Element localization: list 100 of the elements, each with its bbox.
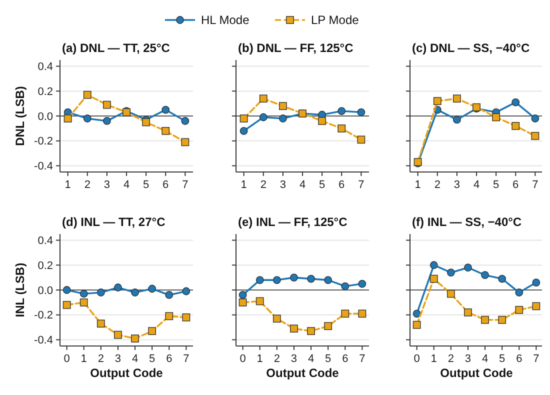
point (464, 264, 472, 272)
point (256, 276, 264, 284)
x-tick-label: 4 (482, 353, 488, 365)
point (240, 126, 248, 135)
x-tick-label: 6 (342, 353, 348, 365)
point (515, 306, 524, 314)
x-tick-label: 2 (260, 179, 266, 191)
x-tick-label: 5 (492, 179, 500, 191)
y-tick-label: 0.2 (38, 260, 53, 272)
x-tick-label: 2 (448, 353, 454, 365)
point (148, 327, 156, 336)
point (515, 288, 524, 296)
y-tick-label: -0.2 (34, 310, 53, 322)
x-tick-label: 1 (414, 179, 421, 191)
point (238, 291, 247, 299)
point (272, 314, 281, 323)
point (358, 310, 366, 318)
x-tick-label: 2 (434, 179, 440, 191)
point (114, 330, 122, 339)
x-tick-label: 3 (114, 353, 122, 365)
x-tick-label: 0 (414, 353, 420, 365)
point (131, 288, 139, 296)
point (259, 94, 268, 103)
x-tick-label: 4 (308, 353, 314, 365)
point (324, 322, 332, 330)
point (341, 282, 350, 290)
point (238, 298, 247, 306)
point (512, 98, 520, 106)
point (307, 327, 315, 336)
x-tick-label: 6 (516, 353, 522, 365)
point (481, 271, 489, 280)
point (256, 297, 264, 306)
x-axis-title: Output Code (440, 366, 514, 380)
x-tick-label: 7 (358, 179, 364, 191)
point (182, 287, 190, 296)
x-tick-label: 5 (142, 179, 150, 191)
point (114, 284, 122, 292)
point (498, 316, 506, 324)
y-tick-label: 0.4 (38, 235, 53, 248)
point (307, 274, 315, 283)
point (62, 300, 71, 309)
point (162, 126, 170, 135)
y-tick-label: 0.4 (38, 61, 53, 74)
point (433, 97, 442, 106)
legend-label: LP Mode (311, 13, 360, 28)
x-axis-title: Output Code (266, 366, 340, 380)
x-tick-label: 0 (240, 353, 246, 365)
x-tick-label: 7 (182, 179, 188, 191)
point (182, 313, 190, 322)
x-tick-label: 3 (464, 353, 472, 365)
y-tick-label: 0.2 (38, 86, 53, 98)
point (492, 113, 500, 122)
point (338, 107, 346, 115)
x-tick-label: 3 (104, 179, 110, 191)
point (324, 276, 332, 284)
x-tick-label: 2 (274, 353, 280, 365)
chart-title: (a) DNL — TT, 25°C (62, 41, 170, 55)
point (464, 308, 472, 316)
point (131, 334, 139, 342)
point (181, 138, 190, 146)
point (80, 298, 88, 306)
x-tick-label: 7 (533, 353, 540, 365)
point (83, 90, 92, 99)
x-tick-label: 3 (280, 179, 286, 191)
point (452, 116, 461, 124)
point (165, 291, 174, 299)
point (96, 320, 105, 328)
point (446, 268, 455, 277)
x-tick-label: 6 (166, 353, 172, 365)
point (481, 316, 489, 324)
point (532, 302, 540, 310)
x-tick-label: 5 (325, 353, 332, 365)
point (102, 117, 111, 125)
point (290, 274, 298, 282)
point (412, 310, 421, 318)
point (341, 310, 350, 318)
x-tick-label: 4 (132, 353, 138, 365)
point (412, 320, 421, 329)
x-tick-label: 7 (532, 179, 538, 191)
point (259, 113, 268, 122)
point (148, 284, 156, 293)
x-tick-label: 5 (499, 353, 506, 365)
x-tick-label: 1 (430, 353, 437, 365)
x-tick-label: 0 (64, 353, 70, 365)
chart-title: (d) INL — TT, 27°C (62, 215, 166, 229)
point (162, 106, 170, 114)
point (240, 114, 248, 122)
point (512, 122, 520, 130)
x-axis-title: Output Code (90, 366, 164, 380)
point (430, 274, 438, 283)
point (102, 100, 111, 109)
x-tick-label: 1 (64, 179, 71, 191)
x-tick-label: 2 (84, 179, 90, 191)
x-tick-label: 3 (290, 353, 298, 365)
point (83, 114, 92, 122)
y-tick-label: 0.0 (38, 284, 53, 297)
point (181, 117, 190, 125)
chart-title: (e) INL — FF, 125°C (238, 215, 348, 229)
point (142, 118, 150, 126)
y-tick-label: -0.2 (34, 136, 53, 148)
